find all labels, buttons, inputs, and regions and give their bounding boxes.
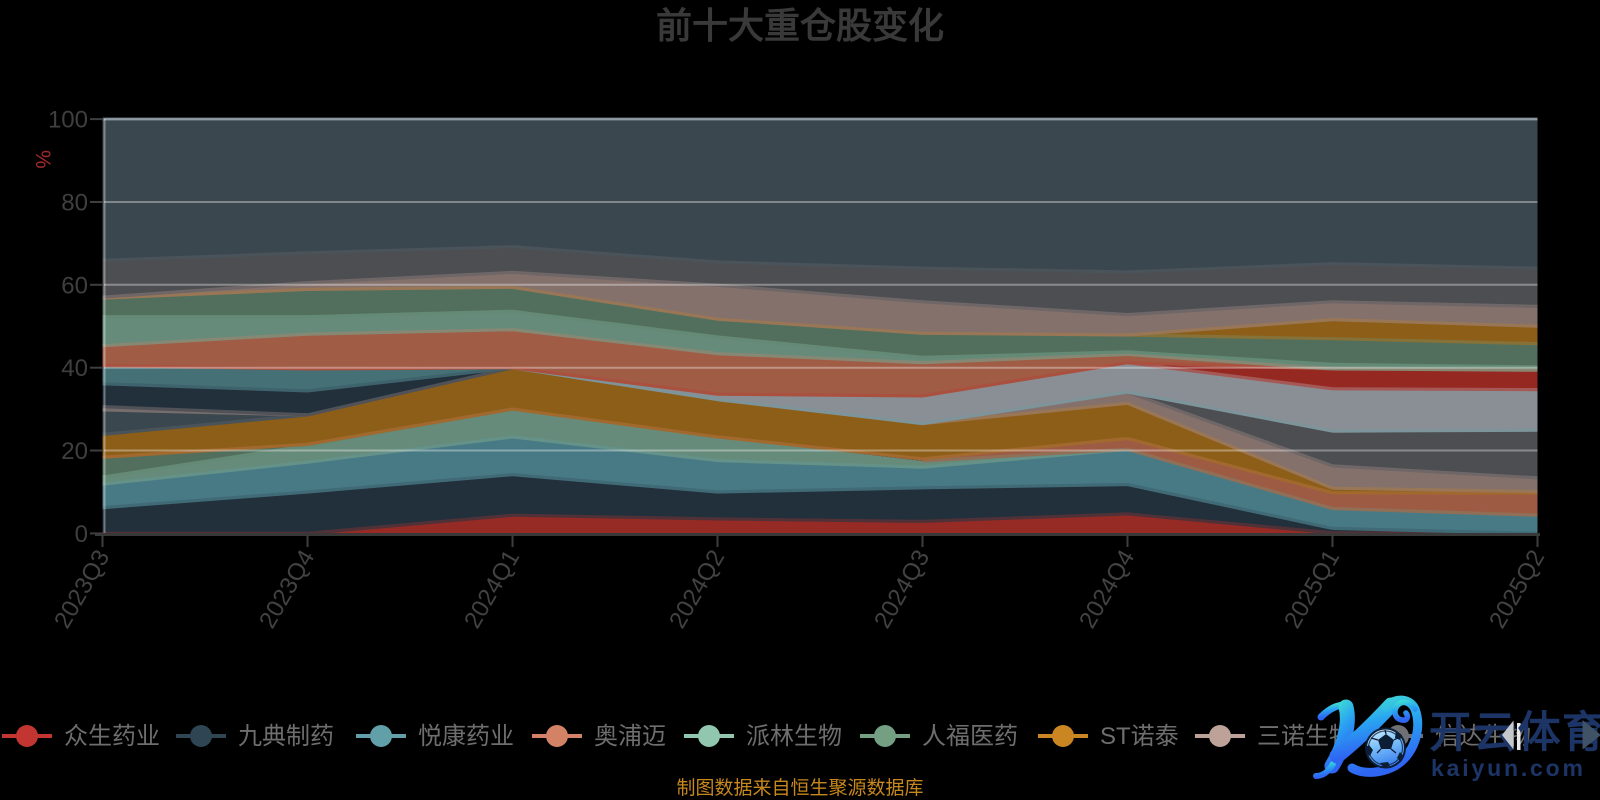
svg-text:40: 40 <box>61 355 88 382</box>
svg-text:20: 20 <box>61 438 88 465</box>
svg-text:2023Q3: 2023Q3 <box>49 546 115 633</box>
svg-text:2024Q3: 2024Q3 <box>869 546 935 633</box>
svg-text:60: 60 <box>61 272 88 299</box>
svg-text:派林生物: 派林生物 <box>746 723 842 750</box>
svg-text:0: 0 <box>75 521 88 548</box>
svg-text:2024Q4: 2024Q4 <box>1074 546 1140 633</box>
svg-text:开云体育: 开云体育 <box>1429 709 1600 757</box>
svg-text:2025Q2: 2025Q2 <box>1484 546 1550 633</box>
svg-text:众生药业: 众生药业 <box>64 723 160 750</box>
svg-text:九典制药: 九典制药 <box>238 723 334 750</box>
svg-text:制图数据来自恒生聚源数据库: 制图数据来自恒生聚源数据库 <box>676 777 923 799</box>
svg-text:100: 100 <box>48 107 88 134</box>
svg-text:2023Q4: 2023Q4 <box>254 546 320 633</box>
svg-text:2024Q2: 2024Q2 <box>664 546 730 633</box>
svg-text:kaiyun.com: kaiyun.com <box>1431 755 1583 781</box>
svg-text:80: 80 <box>61 190 88 217</box>
svg-text:悦康药业: 悦康药业 <box>418 723 514 750</box>
svg-text:信达生物: 信达生物 <box>1435 723 1531 750</box>
svg-text:%: % <box>31 150 54 169</box>
svg-text:2024Q1: 2024Q1 <box>459 546 525 633</box>
svg-text:人福医药: 人福医药 <box>922 723 1018 750</box>
svg-text:奥浦迈: 奥浦迈 <box>594 723 666 750</box>
svg-text:前十大重仓股变化: 前十大重仓股变化 <box>656 5 944 46</box>
svg-text:ST诺泰: ST诺泰 <box>1100 723 1179 750</box>
svg-text:2025Q1: 2025Q1 <box>1279 546 1345 633</box>
